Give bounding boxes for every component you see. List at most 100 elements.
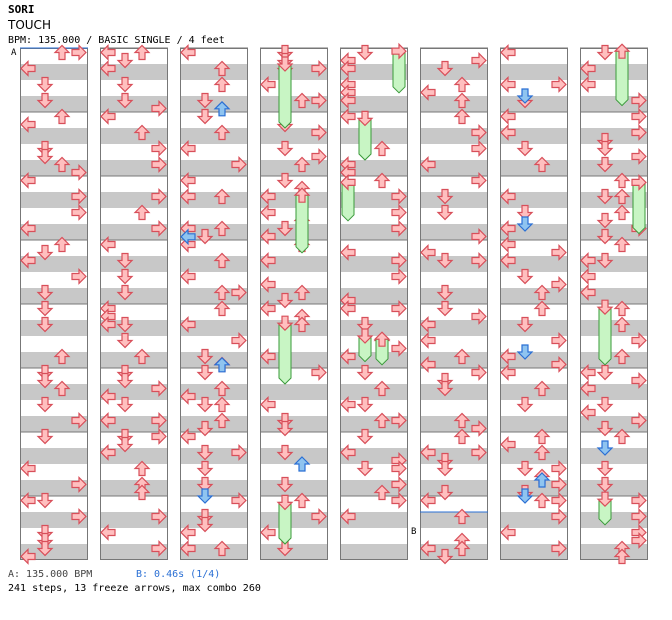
beat-band (340, 320, 408, 336)
left-arrow-icon (340, 508, 356, 525)
beat-band (420, 384, 488, 400)
beat-band (500, 160, 568, 176)
right-arrow-icon (151, 100, 167, 117)
down-arrow-icon (196, 488, 214, 504)
right-arrow-icon (151, 188, 167, 205)
left-arrow-icon (420, 316, 436, 333)
right-arrow-icon (631, 332, 647, 349)
up-arrow-icon (453, 428, 471, 445)
beat-band (500, 416, 568, 432)
left-arrow-icon (20, 492, 36, 509)
beat-band (100, 160, 168, 176)
up-arrow-icon (613, 172, 631, 189)
left-arrow-icon (420, 244, 436, 261)
beat-band (420, 288, 488, 304)
beat-band (20, 64, 88, 80)
up-arrow-icon (213, 412, 231, 429)
left-arrow-icon (580, 268, 596, 285)
up-arrow-icon (613, 236, 631, 253)
beat-band (20, 480, 88, 496)
up-arrow-icon (613, 43, 631, 59)
up-arrow-icon (373, 484, 391, 501)
left-arrow-icon (580, 284, 596, 301)
beat-band (500, 288, 568, 304)
down-arrow-icon (436, 484, 454, 501)
left-arrow-icon (100, 444, 116, 461)
beat-band (180, 512, 248, 528)
column-border (580, 48, 648, 560)
down-arrow-icon (516, 268, 534, 285)
up-arrow-icon (373, 380, 391, 397)
down-arrow-icon (596, 460, 614, 477)
beat-band (20, 96, 88, 112)
beat-band (340, 224, 408, 240)
beat-band (180, 480, 248, 496)
beat-band (260, 416, 328, 432)
left-arrow-icon (260, 276, 276, 293)
freeze-arrow-icon (278, 63, 292, 129)
down-arrow-icon (516, 488, 534, 504)
right-arrow-icon (471, 172, 487, 189)
left-arrow-icon (180, 44, 196, 61)
beat-band (340, 96, 408, 112)
beat-band (500, 448, 568, 464)
up-arrow-icon (213, 356, 231, 373)
right-arrow-icon (471, 52, 487, 69)
right-arrow-icon (471, 140, 487, 157)
left-arrow-icon (20, 252, 36, 269)
left-arrow-icon (20, 460, 36, 477)
down-arrow-icon (596, 228, 614, 245)
beat-band (260, 352, 328, 368)
left-arrow-icon (580, 380, 596, 397)
down-arrow-icon (596, 140, 614, 157)
up-arrow-icon (53, 236, 71, 253)
down-arrow-icon (596, 299, 614, 316)
beat-band (180, 320, 248, 336)
right-arrow-icon (471, 124, 487, 141)
down-arrow-icon (196, 108, 214, 125)
up-arrow-icon (453, 540, 471, 557)
beat-band (420, 192, 488, 208)
right-arrow-icon (631, 173, 647, 191)
down-arrow-icon (196, 396, 214, 413)
up-arrow-icon (213, 396, 231, 413)
down-arrow-icon (356, 428, 374, 445)
beat-band (340, 512, 408, 528)
beat-band (580, 320, 648, 336)
beat-band (500, 224, 568, 240)
down-arrow-icon (36, 396, 54, 413)
column-border (340, 48, 408, 560)
beat-band (340, 416, 408, 432)
down-arrow-icon (516, 344, 534, 360)
beat-band (180, 544, 248, 560)
beat-band (20, 320, 88, 336)
down-arrow-icon (436, 548, 454, 565)
up-arrow-icon (373, 172, 391, 189)
right-arrow-icon (551, 332, 567, 349)
left-arrow-icon (100, 412, 116, 429)
right-arrow-icon (551, 276, 567, 293)
up-arrow-icon (133, 124, 151, 141)
left-arrow-icon (180, 188, 196, 205)
freeze-arrow-icon (295, 194, 309, 254)
down-arrow-icon (276, 292, 294, 309)
down-arrow-icon (436, 60, 454, 77)
left-arrow-icon (260, 396, 276, 413)
up-arrow-icon (533, 300, 551, 317)
up-arrow-icon (213, 76, 231, 93)
left-arrow-icon (420, 492, 436, 509)
right-arrow-icon (631, 372, 647, 389)
beat-band (20, 192, 88, 208)
right-arrow-icon (311, 124, 327, 141)
right-arrow-icon (631, 124, 647, 141)
down-arrow-icon (36, 300, 54, 317)
beat-band (500, 192, 568, 208)
column-border (100, 48, 168, 560)
left-arrow-icon (500, 252, 516, 269)
right-arrow-icon (551, 492, 567, 509)
beat-band (420, 320, 488, 336)
down-arrow-icon (116, 372, 134, 389)
beat-band (340, 256, 408, 272)
down-arrow-icon (276, 315, 294, 332)
right-arrow-icon (71, 188, 87, 205)
